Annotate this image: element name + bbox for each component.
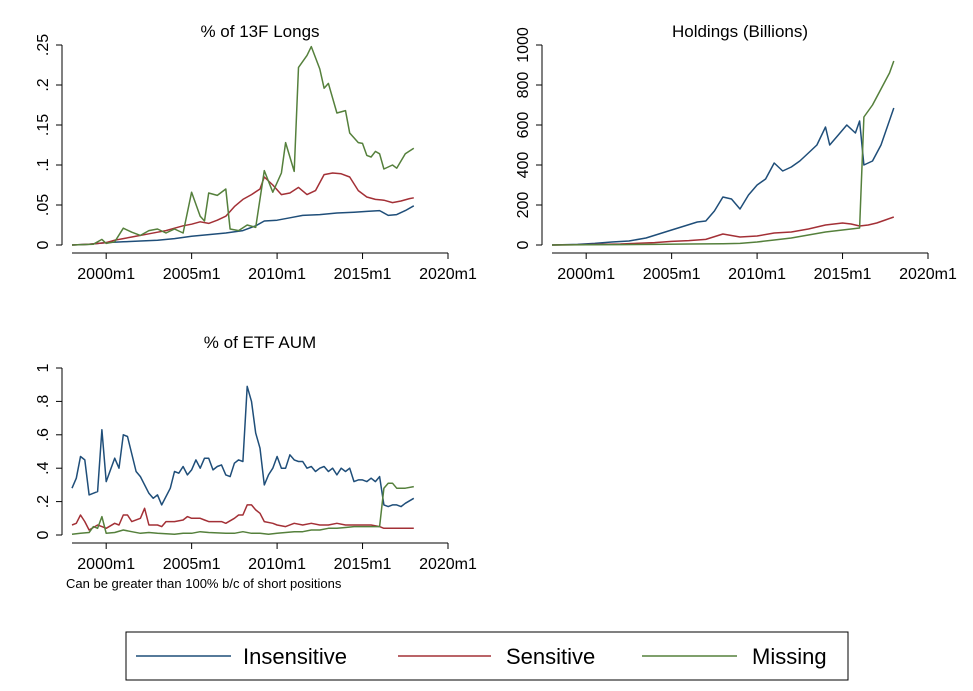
y-tick-label: .1 xyxy=(35,158,52,171)
y-tick-label: .2 xyxy=(35,78,52,91)
x-tick-label: 2015m1 xyxy=(334,266,392,283)
y-tick-label: .8 xyxy=(35,395,52,408)
chart-title: Holdings (Billions) xyxy=(672,22,808,41)
x-tick-label: 2020m1 xyxy=(419,266,477,283)
x-tick-label: 2000m1 xyxy=(557,266,615,283)
x-tick-label: 2015m1 xyxy=(814,266,872,283)
legend-label-missing: Missing xyxy=(752,644,827,669)
chart-note: Can be greater than 100% b/c of short po… xyxy=(66,576,342,591)
y-tick-label: .25 xyxy=(35,34,52,56)
chart-holdings: Holdings (Billions) 0 200 400 600 800 1000 2000… xyxy=(515,22,957,283)
y-tick-label: 600 xyxy=(515,112,532,139)
series-line-sensitive xyxy=(71,504,414,531)
y-tick-label: 0 xyxy=(35,530,52,539)
y-tick-label: 0 xyxy=(35,240,52,249)
x-tick-label: 2020m1 xyxy=(899,266,957,283)
x-tick-label: 2000m1 xyxy=(77,556,135,573)
chart-title: % of ETF AUM xyxy=(204,333,316,352)
series-line-insensitive xyxy=(71,385,415,508)
y-tick-label: 1000 xyxy=(515,27,532,63)
x-tick-label: 2010m1 xyxy=(728,266,786,283)
series-line-missing xyxy=(71,45,415,246)
chart-longs: % of 13F Longs 0 .05 .1 .15 .2 .25 2000m1 2005m1… xyxy=(35,22,477,283)
series-line-missing xyxy=(71,482,414,535)
y-tick-label: 1 xyxy=(35,363,52,372)
series-line-sensitive xyxy=(551,216,895,246)
y-tick-label: .05 xyxy=(35,194,52,216)
x-tick-label: 2005m1 xyxy=(163,266,221,283)
y-tick-label: .6 xyxy=(35,428,52,441)
x-tick-label: 2010m1 xyxy=(248,556,306,573)
y-tick-label: .4 xyxy=(35,461,52,474)
series-line-insensitive xyxy=(71,205,415,246)
legend-label-sensitive: Sensitive xyxy=(506,644,595,669)
series-line-missing xyxy=(551,60,895,246)
chart-etf_aum: % of ETF AUM 0 .2 .4 .6 .8 1 2000m1 2005m1 2010m1… xyxy=(35,333,477,591)
series-line-sensitive xyxy=(71,172,414,246)
x-tick-label: 2020m1 xyxy=(419,556,477,573)
y-tick-label: 200 xyxy=(515,192,532,219)
y-tick-label: 400 xyxy=(515,152,532,179)
x-tick-label: 2000m1 xyxy=(77,266,135,283)
series-line-insensitive xyxy=(551,107,895,246)
legend: Insensitive Sensitive Missing xyxy=(125,631,849,681)
y-tick-label: .2 xyxy=(35,495,52,508)
x-tick-label: 2005m1 xyxy=(643,266,701,283)
legend-label-insensitive: Insensitive xyxy=(243,644,347,669)
y-tick-label: .15 xyxy=(35,114,52,136)
x-tick-label: 2015m1 xyxy=(334,556,392,573)
x-tick-label: 2005m1 xyxy=(163,556,221,573)
y-tick-label: 800 xyxy=(515,72,532,99)
y-tick-label: 0 xyxy=(515,240,532,249)
x-tick-label: 2010m1 xyxy=(248,266,306,283)
chart-title: % of 13F Longs xyxy=(200,22,319,41)
